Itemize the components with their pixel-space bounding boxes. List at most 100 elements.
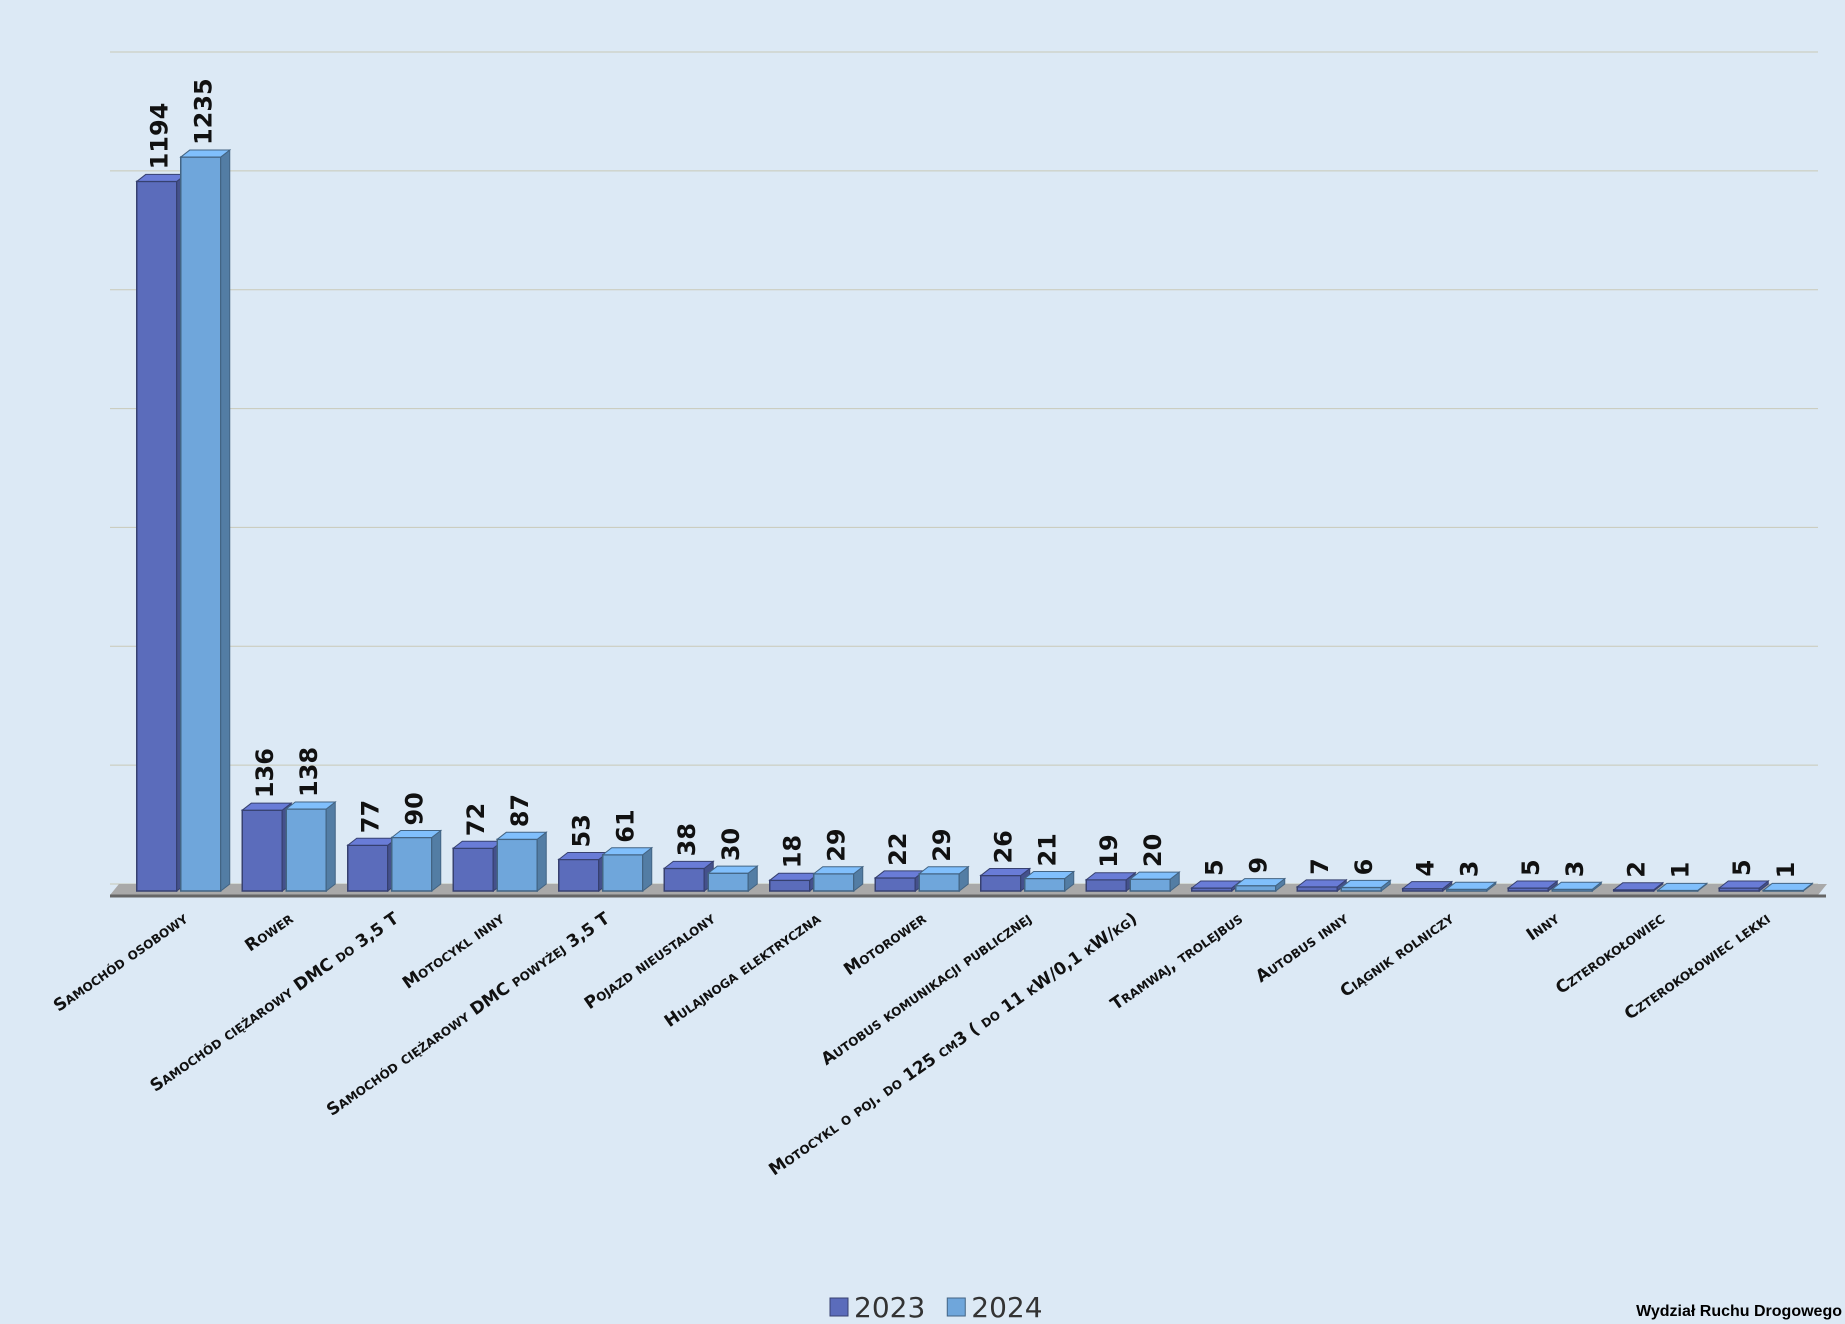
bar-top <box>662 860 715 869</box>
value-label: 18 <box>779 835 807 868</box>
value-label: 30 <box>717 828 745 861</box>
bar-front <box>1085 878 1127 892</box>
bar-top <box>451 840 504 849</box>
value-label: 21 <box>1034 833 1062 866</box>
value-label: 29 <box>928 828 956 861</box>
bar <box>557 851 610 893</box>
bar <box>1295 878 1348 893</box>
bar-front <box>1296 886 1338 892</box>
value-label: 53 <box>568 814 596 847</box>
bar <box>390 829 443 893</box>
bar <box>1234 877 1287 893</box>
bar <box>979 867 1032 893</box>
value-label: 61 <box>612 809 640 842</box>
bar-top <box>1612 882 1665 891</box>
bar-front <box>558 858 600 892</box>
bar-top <box>1717 880 1770 889</box>
bar-top <box>1506 880 1559 889</box>
bar-front <box>663 867 705 892</box>
legend-label: 2024 <box>971 1291 1042 1324</box>
bar-front <box>496 838 538 892</box>
bar-top <box>601 847 654 856</box>
bar <box>495 831 548 893</box>
bar <box>346 837 399 893</box>
bar-top <box>1295 879 1348 888</box>
bar-top <box>979 868 1032 877</box>
bar-top <box>1401 881 1454 890</box>
value-label: 5 <box>1728 859 1756 876</box>
value-label: 2 <box>1623 861 1651 878</box>
bar-side <box>325 800 336 893</box>
bar-front <box>602 853 644 892</box>
bar <box>706 865 759 893</box>
value-label: 6 <box>1350 859 1378 876</box>
value-label: 1 <box>1772 862 1800 879</box>
bar <box>601 846 654 893</box>
bar-top <box>557 852 610 861</box>
bar-front <box>769 879 811 892</box>
bar-top <box>1084 872 1137 881</box>
value-label: 5 <box>1517 859 1545 876</box>
value-label: 20 <box>1139 834 1167 867</box>
bar <box>1761 882 1814 893</box>
bar-front <box>1340 886 1382 892</box>
bar <box>240 802 293 893</box>
bar-top <box>240 802 293 811</box>
bar-front <box>347 844 389 892</box>
bar-top <box>179 149 232 158</box>
bar-top <box>873 870 926 879</box>
bar-front <box>180 156 222 892</box>
bar-front <box>874 877 916 892</box>
bar-front <box>1129 878 1171 892</box>
bar <box>451 840 504 893</box>
value-label: 136 <box>251 748 279 798</box>
value-label: 22 <box>884 833 912 866</box>
bar <box>812 865 865 893</box>
bar-top <box>1656 882 1709 891</box>
bar <box>1023 870 1076 893</box>
bar-top <box>917 866 970 875</box>
value-label: 19 <box>1095 834 1123 867</box>
bar-top <box>812 866 865 875</box>
bar-top <box>1761 882 1814 891</box>
footer: Wydział Ruchu Drogowego <box>1636 1303 1842 1320</box>
bar-top <box>1445 881 1498 890</box>
bar <box>1550 881 1603 893</box>
bar <box>917 865 970 893</box>
bar <box>662 860 715 893</box>
bar <box>1084 871 1137 893</box>
value-label: 72 <box>462 803 490 836</box>
value-label: 26 <box>990 830 1018 863</box>
value-label: 87 <box>506 794 534 827</box>
bar-front <box>813 873 855 892</box>
bar-side <box>220 149 231 893</box>
value-label: 77 <box>357 800 385 833</box>
value-label: 1 <box>1667 862 1695 879</box>
bar-front <box>1235 884 1277 892</box>
bar-top <box>1190 880 1243 889</box>
bar <box>179 149 232 893</box>
bar-front <box>241 809 283 892</box>
bar-top <box>495 831 548 840</box>
bar <box>1339 879 1392 893</box>
value-label: 1235 <box>190 78 218 145</box>
value-label: 5 <box>1201 859 1229 876</box>
bar-front <box>136 180 178 892</box>
bar-top <box>390 830 443 839</box>
value-label: 4 <box>1412 860 1440 877</box>
bar <box>1190 880 1243 893</box>
bar <box>284 800 337 893</box>
bar <box>1128 871 1181 893</box>
bar-front <box>452 847 494 892</box>
legend-swatch <box>829 1297 849 1317</box>
value-label: 138 <box>295 747 323 797</box>
bar <box>1612 881 1665 893</box>
value-label: 29 <box>823 828 851 861</box>
bar-top <box>1128 871 1181 880</box>
legend-swatch <box>946 1297 966 1317</box>
bar-top <box>346 837 399 846</box>
bar <box>1401 880 1454 893</box>
value-label: 90 <box>401 792 429 825</box>
